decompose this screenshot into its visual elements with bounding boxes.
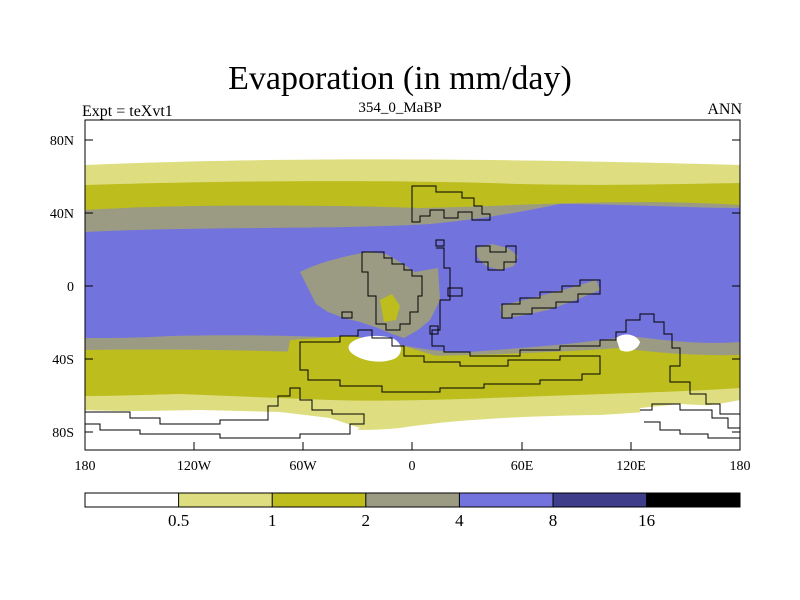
coast-pacific-ridge [501,279,601,319]
coast-asia-patch [475,245,517,271]
y-tick-label-40s: 40S [52,353,74,368]
y-tick-labels: 80N 40N 0 40S 80S [50,134,74,441]
colorbar-bin-2 [178,493,273,507]
colorbar-bin-3 [272,493,366,507]
x-tick-labels: 180 120W 60W 0 60E 120E 180 [75,459,751,474]
season-label: ANN [707,101,742,118]
colorbar-label-2: 2 [362,511,371,530]
x-tick-label-60w: 60W [289,459,317,474]
x-tick-label-0: 0 [409,459,416,474]
x-tick-label-180w: 180 [75,459,96,474]
continent-africa [300,252,440,338]
coast-north-block [411,185,491,223]
y-tick-label-80s: 80S [52,426,74,441]
colorbar-label-8: 8 [549,511,558,530]
coast-small-islands [341,239,463,335]
x-tick-label-120e: 120E [616,459,646,474]
coast-southwest-ice [85,387,365,439]
continent-africa-inner [380,294,400,322]
chart-title: Evaporation (in mm/day) [228,60,572,97]
coast-africa [361,251,423,331]
y-tick-label-0: 0 [67,280,74,295]
colorbar-bin-4 [365,493,460,507]
asia-gray-patch [476,244,518,270]
map-field [85,120,740,450]
run-label: 354_0_MaBP [358,100,442,116]
colorbar-bin-5 [459,493,553,507]
y-tick-label-40n: 40N [50,207,74,222]
south-dry-patch-a [348,335,401,362]
antarctic-white-east [640,404,740,440]
colorbar-labels: 0.5 1 2 4 8 16 [168,511,655,530]
x-tick-marks [84,442,741,450]
pacific-gray-ridge [500,280,600,318]
colorbar-label-0-5: 0.5 [168,511,189,530]
coastlines [85,185,740,439]
x-tick-label-120w: 120W [177,459,212,474]
colorbar-dividers [178,493,648,507]
antarctic-white-west [85,410,360,446]
experiment-label: Expt = teXvt1 [82,103,173,120]
y-tick-label-80n: 80N [50,134,74,149]
colorbar [84,492,741,508]
colorbar-label-16: 16 [638,511,655,530]
coast-asia [431,247,740,415]
colorbar-label-1: 1 [268,511,277,530]
south-dry-patch-b [616,334,640,352]
coast-south-continent [299,329,601,393]
colorbar-bin-6 [553,493,647,507]
x-tick-label-180e: 180 [730,459,751,474]
colorbar-bin-1 [85,493,179,507]
y-tick-marks [85,139,740,433]
colorbar-bin-7 [646,493,740,507]
colorbar-frame [84,492,741,508]
colorbar-label-4: 4 [455,511,464,530]
coast-southeast-ice [640,403,740,439]
x-tick-label-60e: 60E [511,459,534,474]
